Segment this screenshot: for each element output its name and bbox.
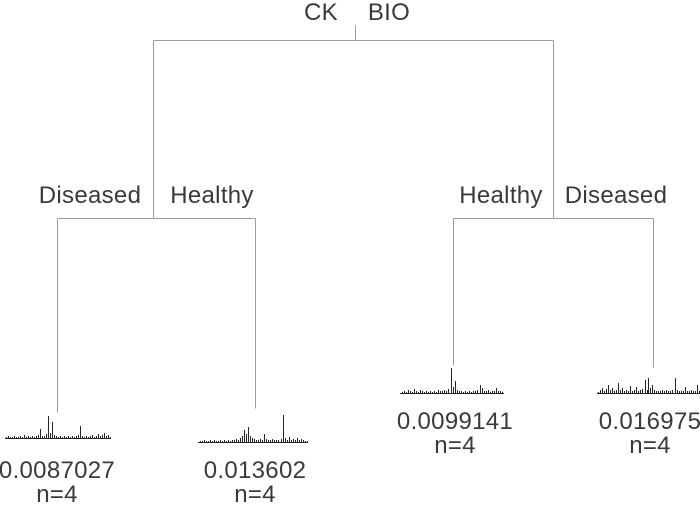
leaf-n-label: n=4 <box>234 481 276 507</box>
leaf-spectrum <box>400 368 504 394</box>
root-split-label-ck: CK <box>304 0 338 26</box>
leaf-n-label: n=4 <box>36 481 78 507</box>
leaf-value-label: 0.016975 <box>598 408 700 435</box>
leaf-value-label: 0.013602 <box>203 457 307 484</box>
leaf-spectrum <box>597 378 700 394</box>
left-branch-label-healthy: Healthy <box>170 182 254 209</box>
leaf-value-label: 0.0099141 <box>396 408 514 435</box>
root-split-label-bio: BIO <box>367 0 411 26</box>
right-branch-label-healthy: Healthy <box>459 182 543 209</box>
leaf-n-label: n=4 <box>434 432 476 459</box>
leaf-n-label: n=4 <box>629 432 671 459</box>
left-branch-label-diseased: Diseased <box>38 182 142 209</box>
leaf-spectrum <box>5 416 111 439</box>
leaf-spectrum <box>198 415 308 443</box>
leaf-value-label: 0.0087027 <box>0 457 116 484</box>
right-branch-label-diseased: Diseased <box>564 182 668 209</box>
